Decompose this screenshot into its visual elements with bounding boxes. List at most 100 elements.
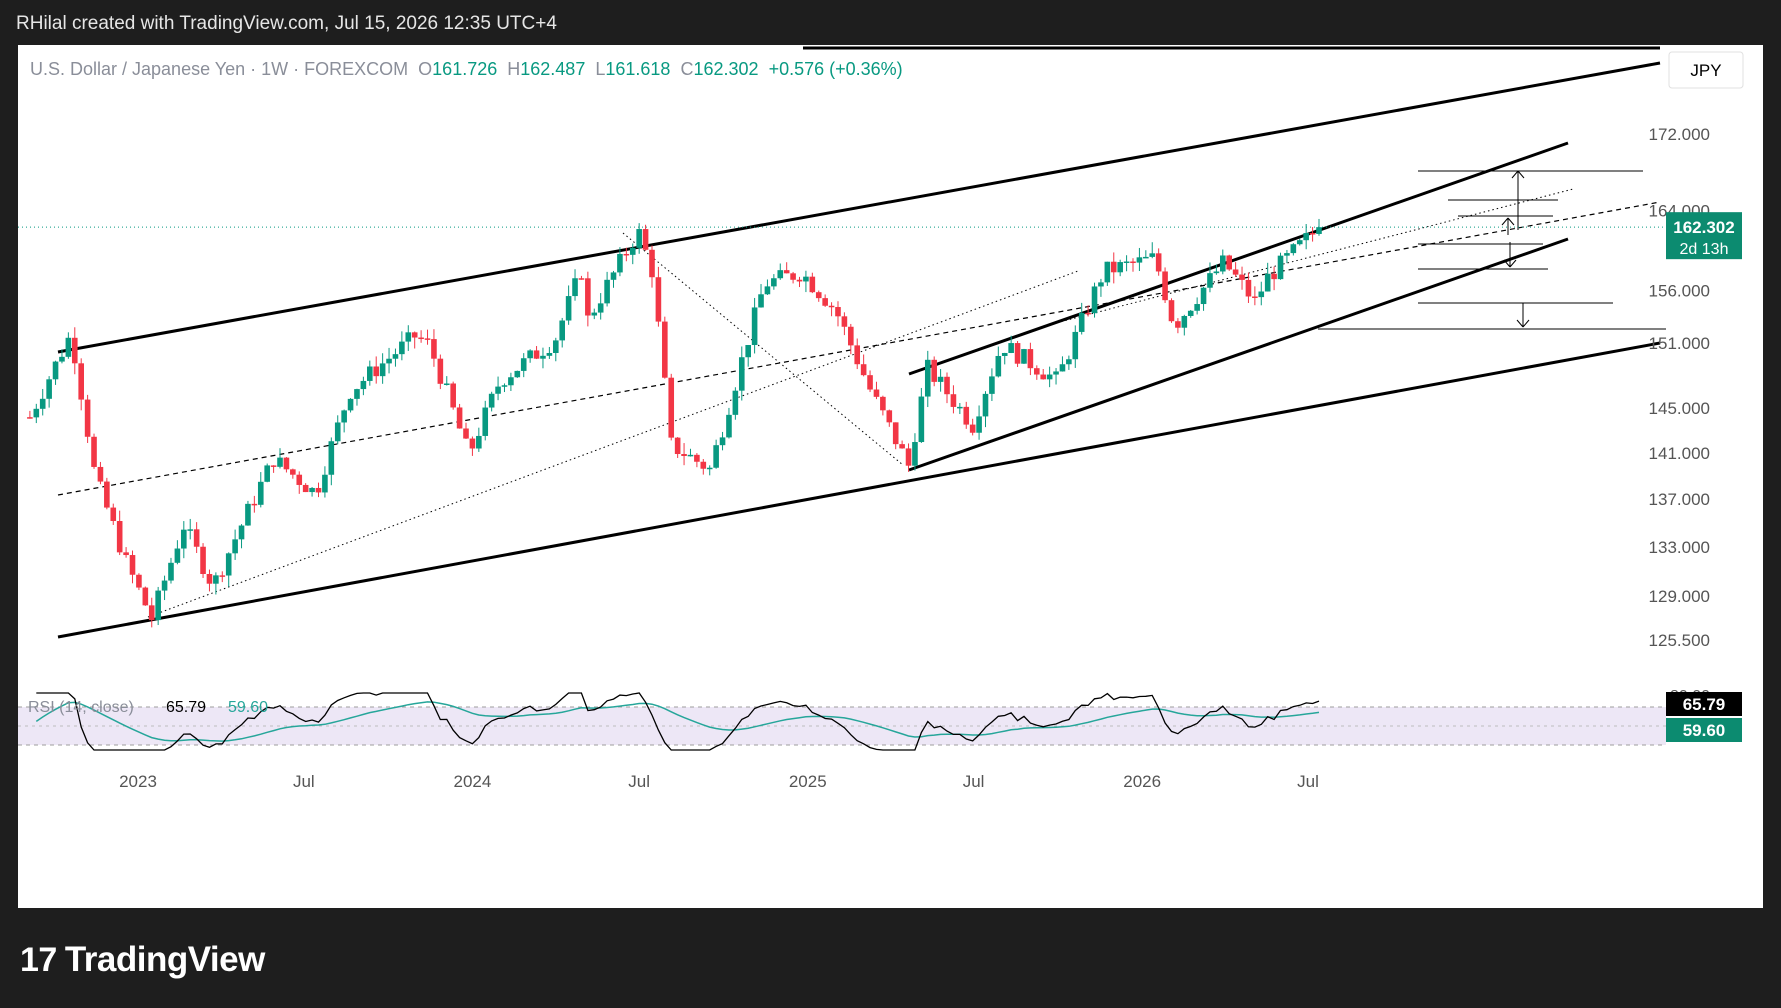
candle-body bbox=[290, 469, 296, 475]
candle-body bbox=[1175, 321, 1181, 328]
projection-arrow-down-head-a[interactable] bbox=[1503, 259, 1511, 268]
candle-body bbox=[33, 408, 40, 418]
currency-badge[interactable]: JPY bbox=[1668, 51, 1744, 89]
legend-high-label: H bbox=[507, 59, 521, 79]
candle-body bbox=[1245, 279, 1252, 297]
inner-channel-upper-line[interactable] bbox=[908, 141, 1569, 376]
candle-body bbox=[168, 562, 174, 581]
tradingview-mark-icon: 17 bbox=[20, 940, 57, 979]
candle-body bbox=[206, 573, 213, 584]
candle-body bbox=[257, 481, 264, 505]
candle-body bbox=[482, 407, 489, 436]
candle-body bbox=[1316, 227, 1322, 234]
candle-body bbox=[213, 575, 219, 584]
swing-dotted-1[interactable] bbox=[147, 270, 1079, 618]
candle-body bbox=[995, 355, 1002, 377]
candle-body bbox=[1252, 296, 1258, 298]
candle-body bbox=[732, 390, 739, 415]
candle-body bbox=[65, 337, 72, 357]
candle-body bbox=[360, 380, 367, 390]
candle-body bbox=[1207, 273, 1213, 288]
candle-body bbox=[418, 337, 424, 340]
countdown-value: 2d 13h bbox=[1680, 241, 1729, 258]
candle-body bbox=[78, 363, 84, 400]
price-tick-label: 133.000 bbox=[1649, 538, 1710, 557]
time-tick-label: 2025 bbox=[789, 772, 827, 791]
candle-body bbox=[668, 377, 675, 438]
time-tick-label: 2026 bbox=[1123, 772, 1161, 791]
candle-body bbox=[1162, 271, 1168, 301]
candle-body bbox=[501, 385, 508, 387]
candle-body bbox=[944, 376, 950, 395]
projection-arrow-up-small-head-a[interactable] bbox=[1501, 217, 1509, 226]
candle-body bbox=[937, 376, 944, 382]
candle-body bbox=[508, 377, 514, 386]
price-tick-label: 145.000 bbox=[1649, 399, 1710, 418]
channel-lower-trendline[interactable] bbox=[57, 341, 1661, 639]
candle-body bbox=[296, 474, 303, 485]
projection-arrow-up-head-b[interactable] bbox=[1517, 170, 1525, 179]
channel-upper-trendline[interactable] bbox=[57, 61, 1661, 354]
candle-body bbox=[1168, 300, 1175, 322]
projection-arrow-down-head-b[interactable] bbox=[1509, 259, 1517, 268]
candle-body bbox=[431, 339, 437, 359]
candle-body bbox=[424, 338, 431, 340]
candle-body bbox=[219, 575, 226, 577]
legend-open-label: O bbox=[418, 59, 433, 79]
candle-body bbox=[495, 386, 501, 394]
candlestick-chart[interactable]: RSI (14, close) 65.79 59.60 172.000164.000… bbox=[18, 45, 1763, 908]
candle-body bbox=[1200, 287, 1207, 305]
swing-dotted-3[interactable] bbox=[1047, 188, 1574, 326]
candle-body bbox=[1078, 312, 1085, 332]
candle-body bbox=[835, 307, 841, 317]
candle-body bbox=[1296, 240, 1303, 245]
candle-body bbox=[386, 358, 392, 364]
projection-arrow-up-small-head-b[interactable] bbox=[1507, 217, 1515, 226]
candle-body bbox=[700, 461, 707, 469]
price-tick-label: 172.000 bbox=[1649, 125, 1710, 144]
projection-arrow-down-long-head-b[interactable] bbox=[1522, 319, 1530, 328]
candle-body bbox=[1181, 315, 1188, 328]
candle-body bbox=[527, 350, 533, 359]
tradingview-logo[interactable]: 17 TradingView bbox=[20, 940, 265, 980]
rsi-ma-line bbox=[35, 701, 1320, 742]
candle-body bbox=[572, 278, 578, 297]
rsi-ma-badge-text: 59.60 bbox=[1683, 721, 1726, 740]
candle-body bbox=[469, 438, 476, 449]
candle-body bbox=[649, 249, 655, 278]
candle-body bbox=[1219, 255, 1226, 272]
candle-body bbox=[97, 466, 104, 482]
candle-body bbox=[334, 422, 341, 442]
rsi-label: RSI (14, close) bbox=[28, 699, 134, 716]
candle-body bbox=[1046, 374, 1053, 380]
candle-body bbox=[456, 407, 463, 429]
candle-body bbox=[155, 590, 161, 621]
candle-body bbox=[796, 279, 803, 282]
candle-body bbox=[142, 587, 149, 606]
candle-body bbox=[1123, 261, 1130, 264]
candle-body bbox=[392, 354, 399, 359]
chart-panel[interactable]: RSI (14, close) 65.79 59.60 172.000 164.000… bbox=[18, 45, 1763, 908]
projection-arrow-up-head-a[interactable] bbox=[1511, 170, 1519, 179]
candle-body bbox=[597, 303, 604, 313]
candle-body bbox=[52, 361, 59, 380]
inner-channel-lower-line[interactable] bbox=[908, 237, 1569, 472]
candle-body bbox=[1014, 343, 1021, 364]
candle-body bbox=[674, 437, 681, 455]
candle-body bbox=[315, 487, 322, 493]
candle-body bbox=[1027, 349, 1034, 369]
candle-body bbox=[636, 229, 642, 248]
candle-body bbox=[1277, 255, 1284, 280]
candle-body bbox=[924, 359, 931, 397]
projection-arrow-down-long-head-a[interactable] bbox=[1516, 319, 1524, 328]
candle-body bbox=[200, 546, 206, 574]
last-price-badge-box bbox=[1666, 212, 1742, 260]
candle-body bbox=[27, 417, 33, 419]
candle-body bbox=[931, 359, 937, 382]
candle-body bbox=[59, 356, 65, 362]
candle-body bbox=[585, 278, 591, 316]
time-tick-label: Jul bbox=[628, 772, 650, 791]
candle-body bbox=[790, 273, 796, 280]
candle-body bbox=[1001, 352, 1008, 356]
candle-body bbox=[1143, 256, 1149, 259]
